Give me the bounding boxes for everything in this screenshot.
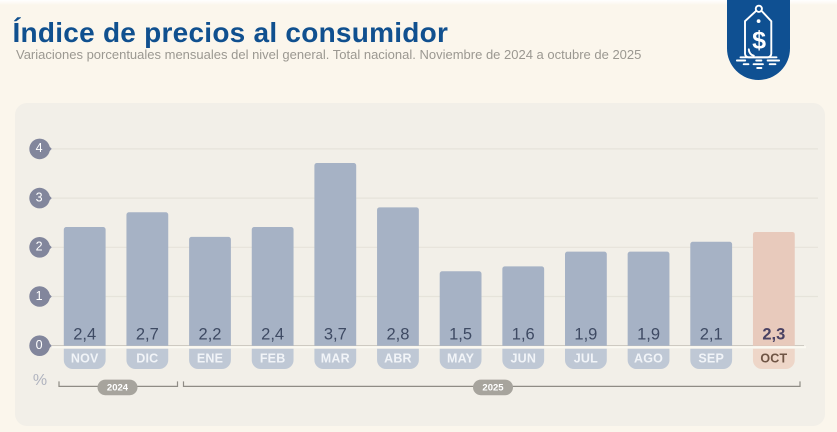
svg-text:SEP: SEP bbox=[698, 352, 724, 366]
svg-text:1,6: 1,6 bbox=[512, 326, 535, 344]
svg-text:MAR: MAR bbox=[321, 352, 350, 366]
svg-text:1,9: 1,9 bbox=[637, 326, 660, 344]
svg-text:2,1: 2,1 bbox=[700, 326, 723, 344]
svg-text:1,5: 1,5 bbox=[449, 326, 472, 344]
svg-text:2: 2 bbox=[36, 240, 43, 254]
svg-text:MAY: MAY bbox=[447, 352, 475, 366]
svg-text:JUN: JUN bbox=[510, 352, 536, 366]
svg-text:2,2: 2,2 bbox=[199, 326, 222, 344]
svg-text:2,4: 2,4 bbox=[261, 326, 284, 344]
svg-text:FEB: FEB bbox=[260, 352, 286, 366]
svg-text:$: $ bbox=[752, 27, 766, 55]
svg-text:JUL: JUL bbox=[574, 352, 598, 366]
svg-text:AGO: AGO bbox=[634, 352, 663, 366]
svg-text:1,9: 1,9 bbox=[574, 326, 597, 344]
svg-text:4: 4 bbox=[36, 141, 43, 155]
svg-text:ABR: ABR bbox=[384, 352, 412, 366]
svg-text:2024: 2024 bbox=[107, 383, 129, 394]
svg-text:DIC: DIC bbox=[136, 352, 158, 366]
svg-text:2,8: 2,8 bbox=[386, 326, 409, 344]
svg-text:OCT: OCT bbox=[760, 352, 787, 366]
svg-text:2,4: 2,4 bbox=[73, 326, 96, 344]
svg-text:2,3: 2,3 bbox=[762, 326, 785, 344]
svg-text:NOV: NOV bbox=[71, 352, 99, 366]
svg-text:%: % bbox=[33, 372, 47, 389]
svg-text:3: 3 bbox=[36, 190, 43, 204]
svg-text:2,7: 2,7 bbox=[136, 326, 159, 344]
svg-text:2025: 2025 bbox=[482, 383, 504, 394]
svg-text:0: 0 bbox=[36, 338, 43, 352]
svg-text:1: 1 bbox=[36, 289, 43, 303]
svg-text:ENE: ENE bbox=[197, 352, 223, 366]
svg-text:3,7: 3,7 bbox=[324, 326, 347, 344]
